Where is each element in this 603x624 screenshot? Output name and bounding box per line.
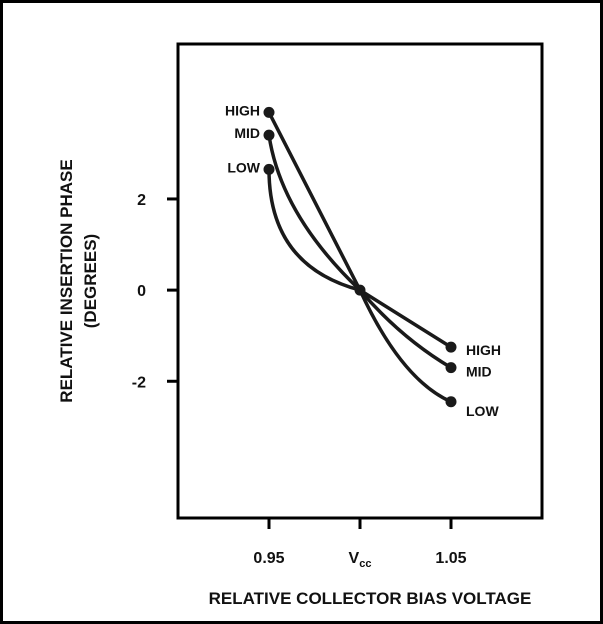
data-point-low	[263, 163, 275, 175]
series-label-left-high: HIGH	[225, 102, 260, 118]
y-axis-label: RELATIVE INSERTION PHASE	[57, 159, 76, 402]
crossover-point	[354, 284, 366, 296]
y-tick-label: -2	[132, 374, 146, 391]
y-axis-unit: (DEGREES)	[81, 234, 100, 328]
data-point-low	[445, 396, 457, 408]
series-label-right-high: HIGH	[466, 342, 501, 358]
series-label-left-low: LOW	[227, 159, 260, 175]
labels-layer: HIGH HIGH MID MID LOW LOW	[225, 102, 501, 418]
y-tick-label: 2	[137, 192, 146, 209]
x-tick-label-subscript: cc	[359, 558, 371, 570]
data-point-high	[263, 106, 275, 118]
data-point-mid	[263, 129, 275, 141]
x-axis-label: RELATIVE COLLECTOR BIAS VOLTAGE	[209, 589, 532, 608]
series-layer	[263, 106, 457, 408]
data-point-high	[445, 341, 457, 353]
data-point-mid	[445, 362, 457, 374]
x-tick-label: 0.95	[253, 550, 284, 567]
x-tick-label: 1.05	[435, 550, 466, 567]
series-line-mid	[267, 134, 452, 370]
y-tick-label: 0	[137, 283, 146, 300]
y-axis-title: RELATIVE INSERTION PHASE (DEGREES)	[57, 159, 100, 402]
series-label-right-mid: MID	[466, 364, 492, 380]
series-label-right-low: LOW	[466, 403, 499, 419]
series-label-left-mid: MID	[234, 125, 260, 141]
